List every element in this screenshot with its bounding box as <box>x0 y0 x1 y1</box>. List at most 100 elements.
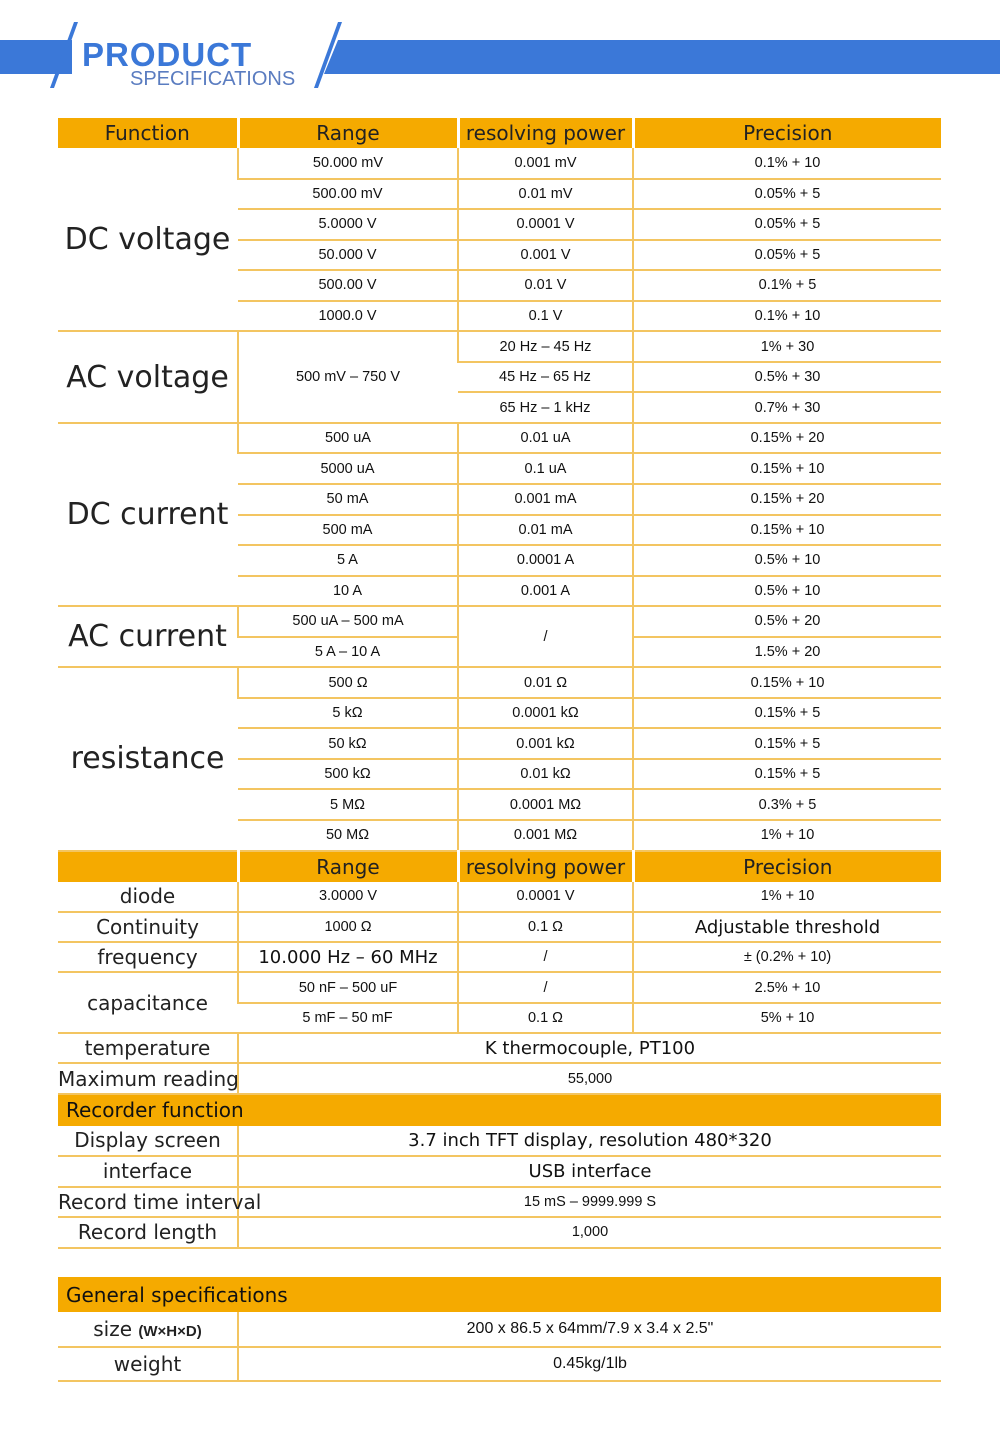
table-row: 50 kΩ 0.001 kΩ 0.15% + 5 <box>58 728 941 760</box>
table-cell: 0.1% + 10 <box>632 300 941 333</box>
column-header: resolving power <box>456 850 633 882</box>
table-row: 500.00 V 0.01 V 0.1% + 5 <box>58 270 941 302</box>
table-cell: 0.0001 V <box>457 209 633 241</box>
value-cell: K thermocouple, PT100 <box>237 1033 941 1065</box>
spec-label: Record time interval <box>58 1186 261 1219</box>
table-cell: 500 uA <box>237 422 458 455</box>
spec-label-unit: (W×H×D) <box>138 1322 202 1340</box>
table-row: AC current 500 uA – 500 mA/0.5% + 20 <box>58 606 941 669</box>
header-row: Range resolving power Precision <box>58 850 941 882</box>
table-cell: 0.15% + 5 <box>632 758 941 791</box>
table-row: 500.00 mV 0.01 mV 0.05% + 5 <box>58 178 941 211</box>
table-row: Record length 1,000 <box>58 1217 941 1249</box>
table-row: 45 Hz – 65 Hz 0.5% + 30 <box>58 361 941 394</box>
column-header <box>58 850 238 882</box>
table-cell: 0.001 kΩ <box>457 728 633 760</box>
table-cell: 50 MΩ <box>238 820 458 852</box>
table-cell: 500 mV – 750 V <box>237 331 458 424</box>
spec-label-text: size <box>93 1316 133 1341</box>
table-cell: 1% + 10 <box>632 881 941 913</box>
table-cell: 1000.0 V <box>238 300 458 333</box>
function-name: Continuity <box>58 911 238 944</box>
banner-stripe-right <box>324 40 1000 74</box>
table-cell: Adjustable threshold <box>632 911 941 944</box>
table-cell: 0.1 Ω <box>457 911 633 944</box>
table-row: Maximum reading 55,000 <box>58 1063 941 1095</box>
column-header: resolving power <box>456 118 633 148</box>
spec-value: 0.45kg/1lb <box>236 1346 942 1382</box>
spec-value: USB interface <box>237 1156 941 1188</box>
table-cell: 3.0000 V <box>237 881 458 913</box>
table-cell: 0.01 Ω <box>457 667 633 699</box>
table-cell: 0.0001 V <box>457 881 633 913</box>
table-row: temperature K thermocouple, PT100 <box>58 1033 941 1065</box>
table-cell: 0.05% + 5 <box>632 239 941 272</box>
table-cell: 0.1% + 10 <box>632 148 941 180</box>
table-cell: 0.1% + 5 <box>632 270 941 302</box>
table-cell: 0.01 mA <box>457 514 633 547</box>
table-row: 5 A – 10 A 1.5% + 20 <box>58 636 941 669</box>
table-cell: 5% + 10 <box>632 1002 941 1035</box>
table-cell: 0.01 uA <box>457 422 633 455</box>
table-cell: 0.15% + 10 <box>632 667 941 699</box>
column-header: Precision <box>631 118 941 148</box>
table-cell: 0.1 V <box>457 300 633 333</box>
table-cell: 0.15% + 10 <box>632 453 941 486</box>
value-cell: 55,000 <box>237 1063 941 1095</box>
table-cell: 0.3% + 5 <box>632 789 941 822</box>
column-header: Range <box>236 118 458 148</box>
function-name: capacitance <box>58 972 238 1035</box>
table-cell: 0.001 mA <box>457 484 633 516</box>
table-cell: 0.7% + 30 <box>632 392 941 424</box>
table-cell: 0.05% + 5 <box>632 178 941 211</box>
spec-label: interface <box>58 1156 238 1188</box>
table-cell: 0.15% + 20 <box>632 484 941 516</box>
section-title: Recorder function <box>58 1093 941 1126</box>
table-row: diode 3.0000 V 0.0001 V 1% + 10 <box>58 881 941 913</box>
table-cell: 0.1 Ω <box>457 1002 633 1035</box>
table-row: AC voltage 500 mV – 750 V 20 Hz – 45 Hz 1% … <box>58 331 941 424</box>
table-cell: 5 mF – 50 mF <box>238 1002 458 1035</box>
table-row: 5.0000 V 0.0001 V 0.05% + 5 <box>58 209 941 241</box>
table-cell: 500.00 mV <box>238 178 458 211</box>
table-cell: 0.01 kΩ <box>457 758 633 791</box>
table-cell: 0.0001 A <box>457 545 633 577</box>
table-row: Record time interval 15 mS – 9999.999 S <box>58 1186 941 1219</box>
table-cell: 1% + 30 <box>632 331 941 363</box>
table-cell: / <box>457 606 633 669</box>
header-row: Function Range resolving power Precision <box>58 118 941 148</box>
table-cell: / <box>457 942 633 974</box>
table-cell: 10 A <box>238 575 458 608</box>
table-cell: 0.15% + 5 <box>632 697 941 730</box>
function-name: AC current <box>58 606 238 669</box>
table-cell: 1% + 10 <box>632 820 941 852</box>
table-cell: 20 Hz – 45 Hz <box>457 331 633 363</box>
spec-value: 200 x 86.5 x 64mm/7.9 x 3.4 x 2.5" <box>236 1312 942 1348</box>
table-cell: 0.5% + 10 <box>632 575 941 608</box>
table-row: Continuity 1000 Ω 0.1 Ω Adjustable threshol… <box>58 911 941 944</box>
spec-label-text: weight <box>113 1351 182 1376</box>
table-cell: 0.001 MΩ <box>457 820 633 852</box>
table-cell: 0.05% + 5 <box>632 209 941 241</box>
table-cell: 2.5% + 10 <box>632 972 941 1004</box>
section-header-general: General specifications <box>58 1277 942 1312</box>
table-row: 5 A 0.0001 A 0.5% + 10 <box>58 545 941 577</box>
table-cell: 50 kΩ <box>238 728 458 760</box>
table-cell: 5 A <box>238 545 458 577</box>
table-cell: 65 Hz – 1 kHz <box>458 392 633 424</box>
table-cell: 50.000 mV <box>237 148 458 180</box>
table-cell: 500 kΩ <box>238 758 458 791</box>
spec-label: weight <box>58 1346 238 1382</box>
table-row: 5000 uA 0.1 uA 0.15% + 10 <box>58 453 941 486</box>
table-cell: / <box>457 972 633 1004</box>
table-cell: 1.5% + 20 <box>632 636 941 669</box>
table-row: interface USB interface <box>58 1156 941 1188</box>
table-row: capacitance 50 nF – 500 uF/2.5% + 10 <box>58 972 941 1035</box>
column-header: Precision <box>631 850 941 882</box>
table-cell: 10.000 Hz – 60 MHz <box>237 942 458 974</box>
table-cell: 0.001 A <box>457 575 633 608</box>
table-cell: 0.15% + 20 <box>632 422 941 455</box>
function-name: resistance <box>58 667 238 852</box>
table-cell: 45 Hz – 65 Hz <box>458 361 633 394</box>
function-name: Maximum reading <box>58 1063 239 1095</box>
